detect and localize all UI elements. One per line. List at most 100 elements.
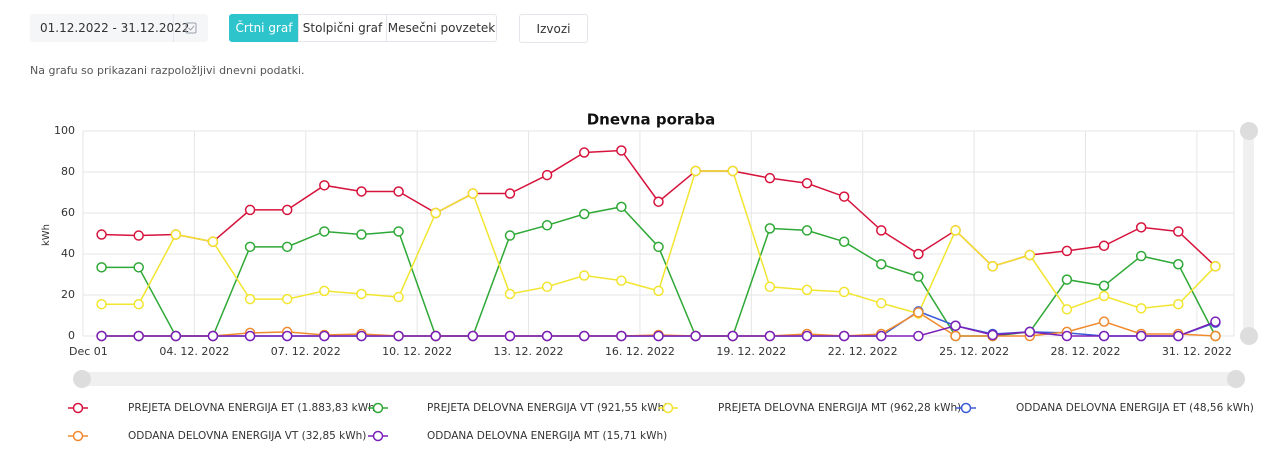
data-point bbox=[467, 188, 479, 199]
legend-marker bbox=[372, 402, 384, 414]
legend-item: PREJETA DELOVNA ENERGIJA MT (962,28 kWh) bbox=[658, 402, 961, 414]
data-point bbox=[1135, 250, 1147, 262]
data-point bbox=[96, 262, 107, 273]
data-point bbox=[244, 330, 256, 342]
data-point bbox=[244, 241, 256, 253]
data-point bbox=[913, 248, 924, 260]
data-point bbox=[207, 330, 219, 342]
y-tick-label: 20 bbox=[61, 288, 75, 301]
y-axis-label: kWh bbox=[41, 224, 52, 246]
data-point bbox=[838, 236, 850, 247]
data-point bbox=[876, 225, 887, 236]
data-point bbox=[764, 172, 776, 184]
data-point bbox=[838, 286, 850, 298]
legend-item: PREJETA DELOVNA ENERGIJA VT (921,55 kWh) bbox=[368, 402, 668, 414]
data-point bbox=[541, 220, 553, 231]
data-point bbox=[393, 226, 404, 237]
y-scrollbar[interactable] bbox=[1243, 130, 1254, 336]
scroll-handle[interactable] bbox=[1240, 327, 1258, 345]
data-point bbox=[1098, 330, 1110, 342]
data-point bbox=[764, 223, 776, 234]
data-point bbox=[578, 330, 590, 342]
x-tick-label: 25. 12. 2022 bbox=[939, 345, 1009, 358]
grid bbox=[82, 130, 1235, 337]
legend-label: ODDANA DELOVNA ENERGIJA VT (32,85 kWh) bbox=[128, 430, 366, 442]
data-point bbox=[281, 293, 293, 305]
data-point bbox=[801, 330, 813, 342]
data-point bbox=[504, 288, 516, 300]
data-point bbox=[616, 145, 627, 156]
data-point bbox=[319, 180, 330, 191]
data-point bbox=[393, 330, 404, 342]
legend-label: ODDANA DELOVNA ENERGIJA MT (15,71 kWh) bbox=[427, 430, 667, 442]
data-point bbox=[764, 281, 776, 293]
data-point bbox=[690, 330, 701, 342]
data-point bbox=[913, 330, 924, 342]
data-point bbox=[653, 285, 664, 297]
data-point bbox=[1210, 261, 1221, 272]
export-button[interactable]: Izvozi bbox=[519, 14, 588, 43]
scroll-handle[interactable] bbox=[1227, 370, 1245, 388]
y-tick-label: 0 bbox=[68, 329, 75, 342]
icon bbox=[185, 22, 197, 34]
data-point bbox=[1173, 259, 1184, 270]
data-point bbox=[913, 307, 924, 318]
data-point bbox=[1024, 249, 1036, 261]
data-point bbox=[616, 330, 627, 342]
note: Na grafu so prikazani razpoložljivi dnev… bbox=[30, 64, 305, 77]
y-tick-label: 100 bbox=[54, 124, 75, 137]
data-point bbox=[578, 147, 590, 158]
tab[interactable]: Črtni graf bbox=[229, 14, 299, 42]
y-tick-label: 40 bbox=[61, 247, 75, 260]
x-tick-label: 16. 12. 2022 bbox=[605, 345, 675, 358]
legend-marker bbox=[960, 402, 972, 414]
data-point bbox=[541, 169, 553, 181]
legend-item: ODDANA DELOVNA ENERGIJA VT (32,85 kWh) bbox=[68, 430, 366, 442]
data-point bbox=[1061, 304, 1073, 315]
data-point bbox=[1210, 330, 1221, 342]
data-point bbox=[170, 229, 182, 240]
data-point bbox=[356, 288, 367, 300]
x-tick-label: Dec 01 bbox=[69, 345, 108, 358]
y-tick-label: 60 bbox=[61, 206, 75, 219]
data-point bbox=[393, 291, 404, 303]
data-point bbox=[578, 270, 590, 281]
legend-marker bbox=[72, 402, 84, 414]
data-point bbox=[430, 207, 441, 219]
data-point bbox=[801, 284, 813, 296]
y-tick-label: 80 bbox=[61, 165, 75, 178]
data-point bbox=[764, 330, 776, 342]
data-point bbox=[133, 230, 144, 241]
data-point bbox=[319, 330, 330, 342]
data-point bbox=[541, 330, 553, 342]
icon-shape bbox=[185, 22, 197, 34]
data-point bbox=[356, 229, 367, 240]
data-point bbox=[690, 165, 701, 177]
legend-label: ODDANA DELOVNA ENERGIJA ET (48,56 kWh) bbox=[1016, 402, 1254, 414]
data-point bbox=[356, 186, 367, 197]
calendar-icon[interactable] bbox=[173, 14, 208, 42]
data-point bbox=[876, 330, 887, 342]
data-point bbox=[653, 330, 664, 342]
data-point bbox=[801, 225, 813, 236]
legend-item: PREJETA DELOVNA ENERGIJA ET (1.883,83 kW… bbox=[68, 402, 379, 414]
icon-check bbox=[188, 25, 195, 31]
data-point bbox=[1135, 222, 1147, 233]
x-scrollbar[interactable] bbox=[74, 372, 1244, 386]
scroll-handle[interactable] bbox=[1240, 122, 1258, 140]
data-point bbox=[653, 196, 664, 207]
tab[interactable]: Stolpični graf bbox=[298, 14, 387, 42]
tab[interactable]: Mesečni povzetek bbox=[386, 14, 497, 42]
data-point bbox=[876, 297, 887, 309]
data-point bbox=[281, 241, 293, 253]
data-point bbox=[1135, 303, 1147, 314]
data-point bbox=[207, 236, 219, 247]
x-tick-label: 04. 12. 2022 bbox=[159, 345, 229, 358]
legend-label: PREJETA DELOVNA ENERGIJA ET (1.883,83 kW… bbox=[128, 402, 379, 414]
data-point bbox=[541, 281, 553, 293]
date-range-input[interactable]: 01.12.2022 - 31.12.2022 bbox=[30, 14, 208, 42]
scroll-handle[interactable] bbox=[73, 370, 91, 388]
data-point bbox=[838, 191, 850, 202]
data-point bbox=[1173, 226, 1184, 237]
